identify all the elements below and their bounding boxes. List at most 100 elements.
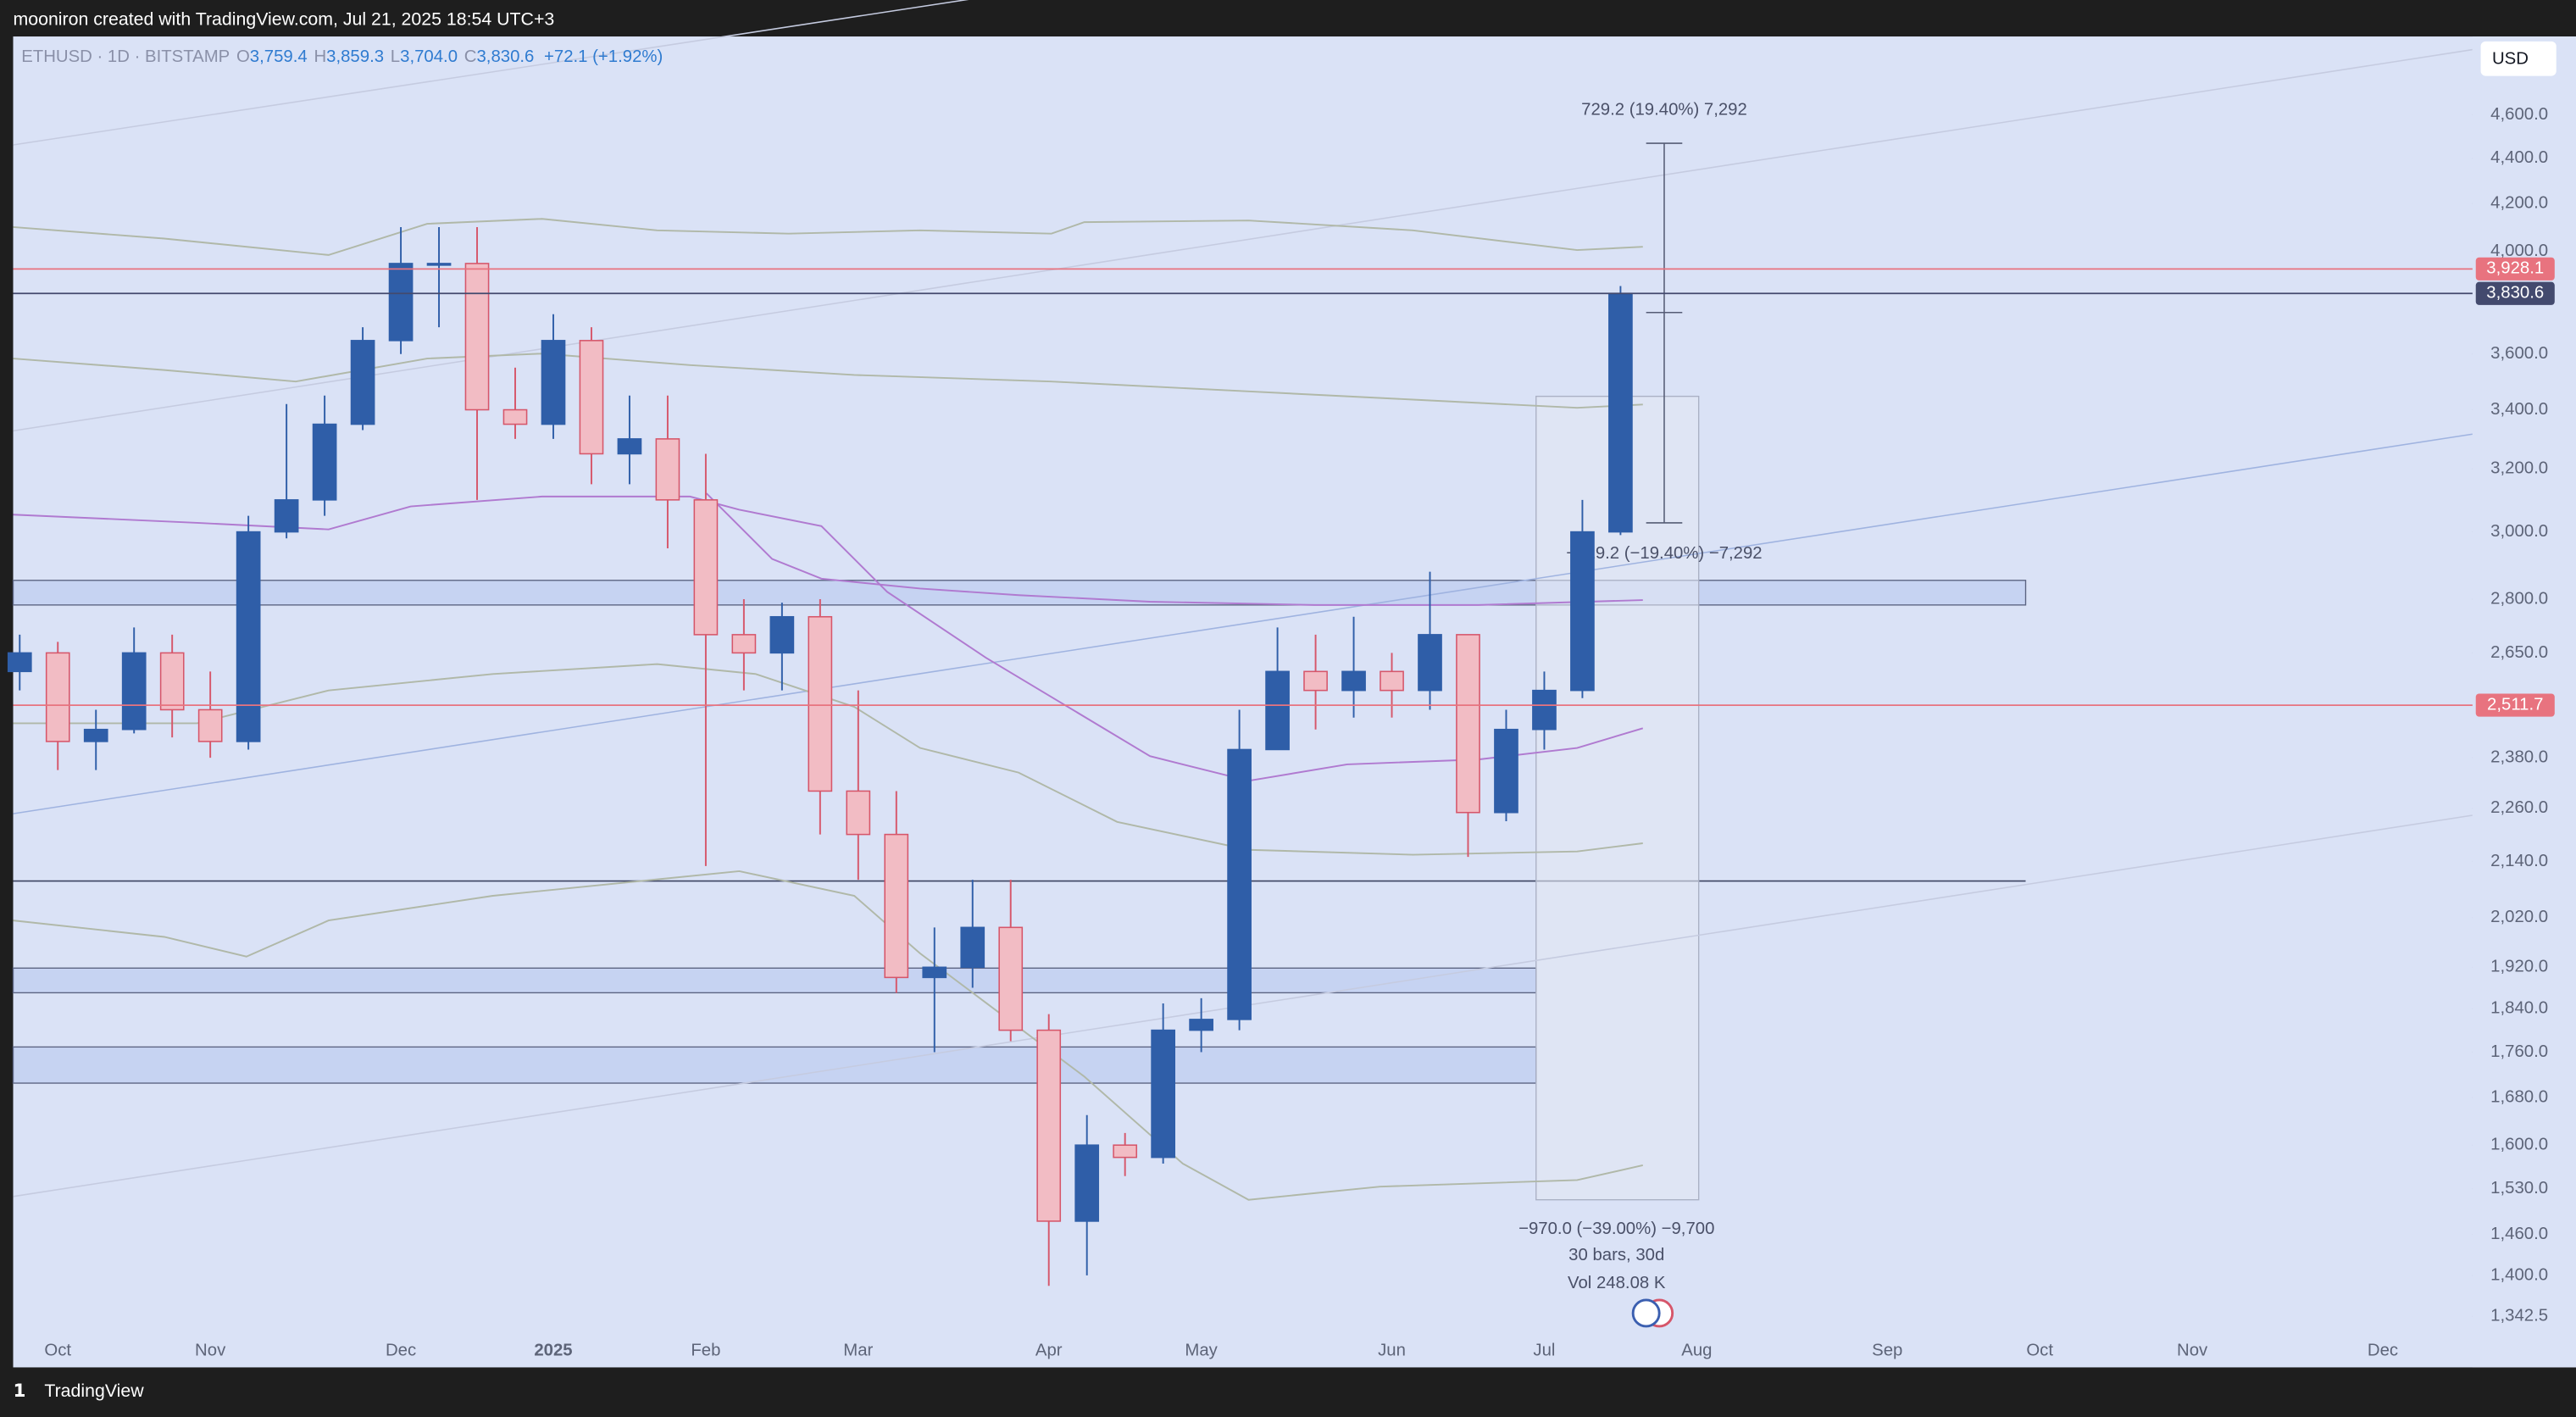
y-tick-label: 1,840.0	[2490, 999, 2548, 1018]
candle-body	[1303, 670, 1328, 692]
band	[13, 353, 1643, 409]
price-tag-label: 2,511.7	[2487, 695, 2543, 714]
x-tick-label: Dec	[386, 1341, 416, 1359]
y-tick-label: 2,140.0	[2490, 852, 2548, 870]
candle-body	[388, 263, 414, 342]
price-tag-label: 3,928.1	[2486, 259, 2544, 278]
y-tick-label: 1,760.0	[2490, 1042, 2548, 1061]
annotation: −729.2 (−19.40%) −7,292	[1566, 544, 1762, 563]
candle-body	[83, 728, 108, 742]
candle-body	[1189, 1019, 1213, 1031]
x-tick-label: Oct	[44, 1341, 71, 1359]
x-tick-label: Aug	[1681, 1341, 1712, 1359]
y-tick-label: 1,400.0	[2490, 1265, 2548, 1284]
candle-body	[159, 652, 185, 711]
ohlc-value: 3,759.4	[250, 48, 308, 67]
x-tick-label: Nov	[2177, 1341, 2208, 1359]
candle-body	[655, 438, 680, 501]
trend-line	[13, 0, 969, 146]
y-tick-label: 4,600.0	[2490, 105, 2548, 124]
y-tick-label: 2,260.0	[2490, 798, 2548, 817]
moving-average	[13, 495, 1644, 782]
header-text: mooniron created with TradingView.com, J…	[14, 8, 555, 29]
candle-body	[1570, 531, 1595, 692]
x-tick-label: Dec	[2368, 1341, 2398, 1359]
legend: ETHUSD · 1D · BITSTAMP O3,759.4 H3,859.3 L3…	[21, 48, 663, 67]
candle-body	[693, 499, 719, 636]
candle-body	[7, 652, 32, 673]
y-tick-label: 2,380.0	[2490, 747, 2548, 766]
x-tick-label: Mar	[843, 1341, 873, 1359]
y-tick-label: 3,200.0	[2490, 459, 2548, 478]
candle-body	[274, 499, 299, 533]
candle-body	[998, 926, 1024, 1031]
price-tag	[2475, 257, 2555, 281]
chart-area	[13, 36, 2576, 1368]
price-tag-label: 3,830.6	[2486, 284, 2544, 303]
candle-body	[502, 408, 528, 425]
y-tick-label: 1,920.0	[2490, 958, 2548, 976]
y-tick-label: 2,800.0	[2490, 589, 2548, 608]
y-tick-label: 3,600.0	[2490, 344, 2548, 363]
event-icon[interactable]	[1631, 1298, 1661, 1328]
candle-body	[808, 615, 833, 792]
zone	[12, 580, 2027, 606]
candle-body	[960, 926, 985, 969]
candle-body	[1380, 670, 1404, 692]
candle-body	[1036, 1029, 1062, 1222]
ohlc-value: 3,704.0	[400, 48, 458, 67]
candle-body	[1074, 1144, 1100, 1222]
ohlc-value: 3,830.6	[476, 48, 534, 67]
candle-body	[197, 708, 223, 742]
x-tick-label: Feb	[691, 1341, 720, 1359]
candle-body	[731, 634, 757, 654]
candle-body	[1227, 748, 1252, 1020]
y-tick-label: 2,650.0	[2490, 643, 2548, 662]
y-tick-label: 2,020.0	[2490, 908, 2548, 926]
candle-body	[1113, 1144, 1138, 1159]
candle-body	[426, 263, 452, 266]
y-tick-label: 3,000.0	[2490, 522, 2548, 541]
candle-body	[1494, 728, 1518, 814]
footer-logo: 𝟭	[14, 1381, 26, 1401]
x-tick-label: May	[1185, 1341, 1218, 1359]
candle-body	[884, 833, 909, 979]
y-tick-label: 1,460.0	[2490, 1225, 2548, 1243]
x-tick-label: Jun	[1378, 1341, 1406, 1359]
x-tick-label: Sep	[1872, 1341, 1902, 1359]
price-tag	[2475, 693, 2555, 717]
ohlc-key: O	[236, 48, 250, 67]
footer-brand: TradingView	[44, 1381, 144, 1401]
ohlc-key: L	[391, 48, 400, 67]
candle-body	[1265, 670, 1290, 751]
candle-body	[464, 263, 490, 411]
y-tick-label: 4,200.0	[2490, 194, 2548, 213]
x-tick-label: Nov	[195, 1341, 226, 1359]
currency-label: USD	[2492, 50, 2529, 69]
symbol: ETHUSD · 1D · BITSTAMP	[21, 48, 230, 67]
candle-body	[617, 438, 642, 455]
candle-body	[1456, 634, 1480, 814]
ohlc-key: H	[314, 48, 326, 67]
ohlc-key: C	[464, 48, 477, 67]
y-tick-label: 1,530.0	[2490, 1179, 2548, 1198]
candle-body	[922, 966, 947, 979]
moving-average	[705, 492, 1643, 606]
candle-body	[236, 531, 261, 742]
band	[13, 663, 1643, 856]
band	[13, 218, 1643, 256]
candle-body	[1151, 1029, 1175, 1159]
candle-body	[45, 652, 70, 742]
currency-button[interactable]	[2480, 41, 2557, 76]
candle-body	[121, 652, 147, 731]
y-tick-label: 4,400.0	[2490, 148, 2548, 167]
candle-body	[846, 790, 871, 836]
candle-body	[312, 423, 337, 501]
candle-body	[541, 340, 566, 425]
annotation: 30 bars, 30d	[1568, 1246, 1664, 1264]
change: +72.1 (+1.92%)	[544, 48, 663, 67]
y-tick-label: 1,680.0	[2490, 1087, 2548, 1106]
x-tick-label: Apr	[1035, 1341, 1063, 1359]
price-tag	[2475, 281, 2555, 305]
band	[13, 870, 1643, 1201]
